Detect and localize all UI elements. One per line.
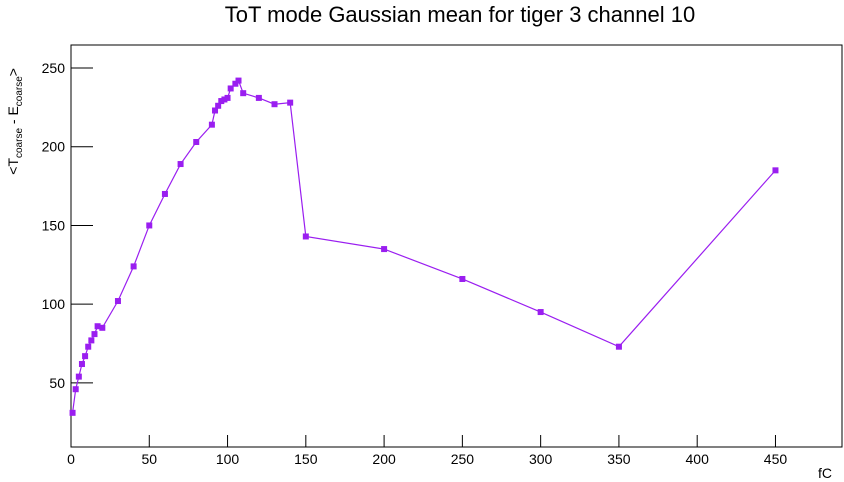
marker [381,246,388,253]
x-tick-label: 350 [607,451,631,467]
marker [215,102,222,109]
y-tick-label: 50 [49,375,65,391]
marker [94,323,101,330]
marker [130,263,137,270]
x-tick-label: 200 [372,451,396,467]
marker [255,94,262,101]
marker [78,361,85,368]
marker [85,343,92,350]
x-tick-label: 150 [294,451,318,467]
chart-title: ToT mode Gaussian mean for tiger 3 chann… [225,2,695,27]
y-label-part: coarse [14,128,25,158]
marker [75,373,82,380]
x-tick-label: 450 [764,451,788,467]
y-tick-label: 200 [42,139,66,155]
y-label-part: coarse [14,76,25,106]
marker [232,80,239,87]
marker [615,343,622,350]
x-tick-label: 100 [216,451,240,467]
marker [146,222,153,229]
marker [240,90,247,97]
y-tick-label: 250 [42,60,66,76]
marker [193,138,200,145]
marker [91,331,98,338]
marker [221,96,228,103]
x-tick-label: 50 [141,451,157,467]
y-label-part: <T [5,158,21,175]
marker [161,190,168,197]
y-tick-label: 150 [42,217,66,233]
marker [177,161,184,168]
x-axis-label: fC [818,465,832,481]
marker [537,309,544,316]
y-tick-label: 100 [42,296,66,312]
x-tick-label: 400 [686,451,710,467]
marker [208,121,215,128]
marker [235,77,242,84]
x-tick-label: 250 [451,451,475,467]
marker [218,98,225,105]
plot-frame [70,44,843,448]
x-tick-label: 0 [67,451,75,467]
marker [227,85,234,92]
marker [287,99,294,106]
marker [302,233,309,240]
marker [88,337,95,344]
marker [772,167,779,174]
y-label-part: - E [5,106,21,128]
marker [99,324,106,331]
marker [69,409,76,416]
marker [224,94,231,101]
y-axis-label: <Tcoarse - Ecoarse> [5,68,25,175]
marker [82,353,89,360]
marker [212,107,219,114]
marker [271,101,278,108]
marker [114,298,121,305]
marker [72,386,79,393]
marker [459,275,466,282]
y-label-part: > [5,68,21,76]
x-tick-label: 300 [529,451,553,467]
